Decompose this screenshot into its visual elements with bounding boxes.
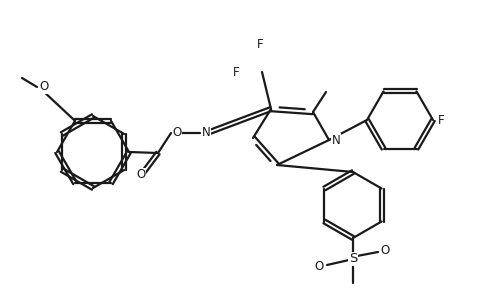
Text: F: F [257, 38, 263, 52]
Text: F: F [233, 66, 239, 79]
Text: N: N [202, 126, 211, 139]
Text: O: O [136, 169, 146, 182]
Text: O: O [172, 126, 182, 139]
Text: F: F [438, 114, 444, 127]
Text: O: O [380, 243, 390, 256]
Text: O: O [314, 261, 324, 274]
Text: O: O [39, 81, 49, 94]
Text: N: N [332, 133, 340, 146]
Text: S: S [349, 252, 357, 265]
